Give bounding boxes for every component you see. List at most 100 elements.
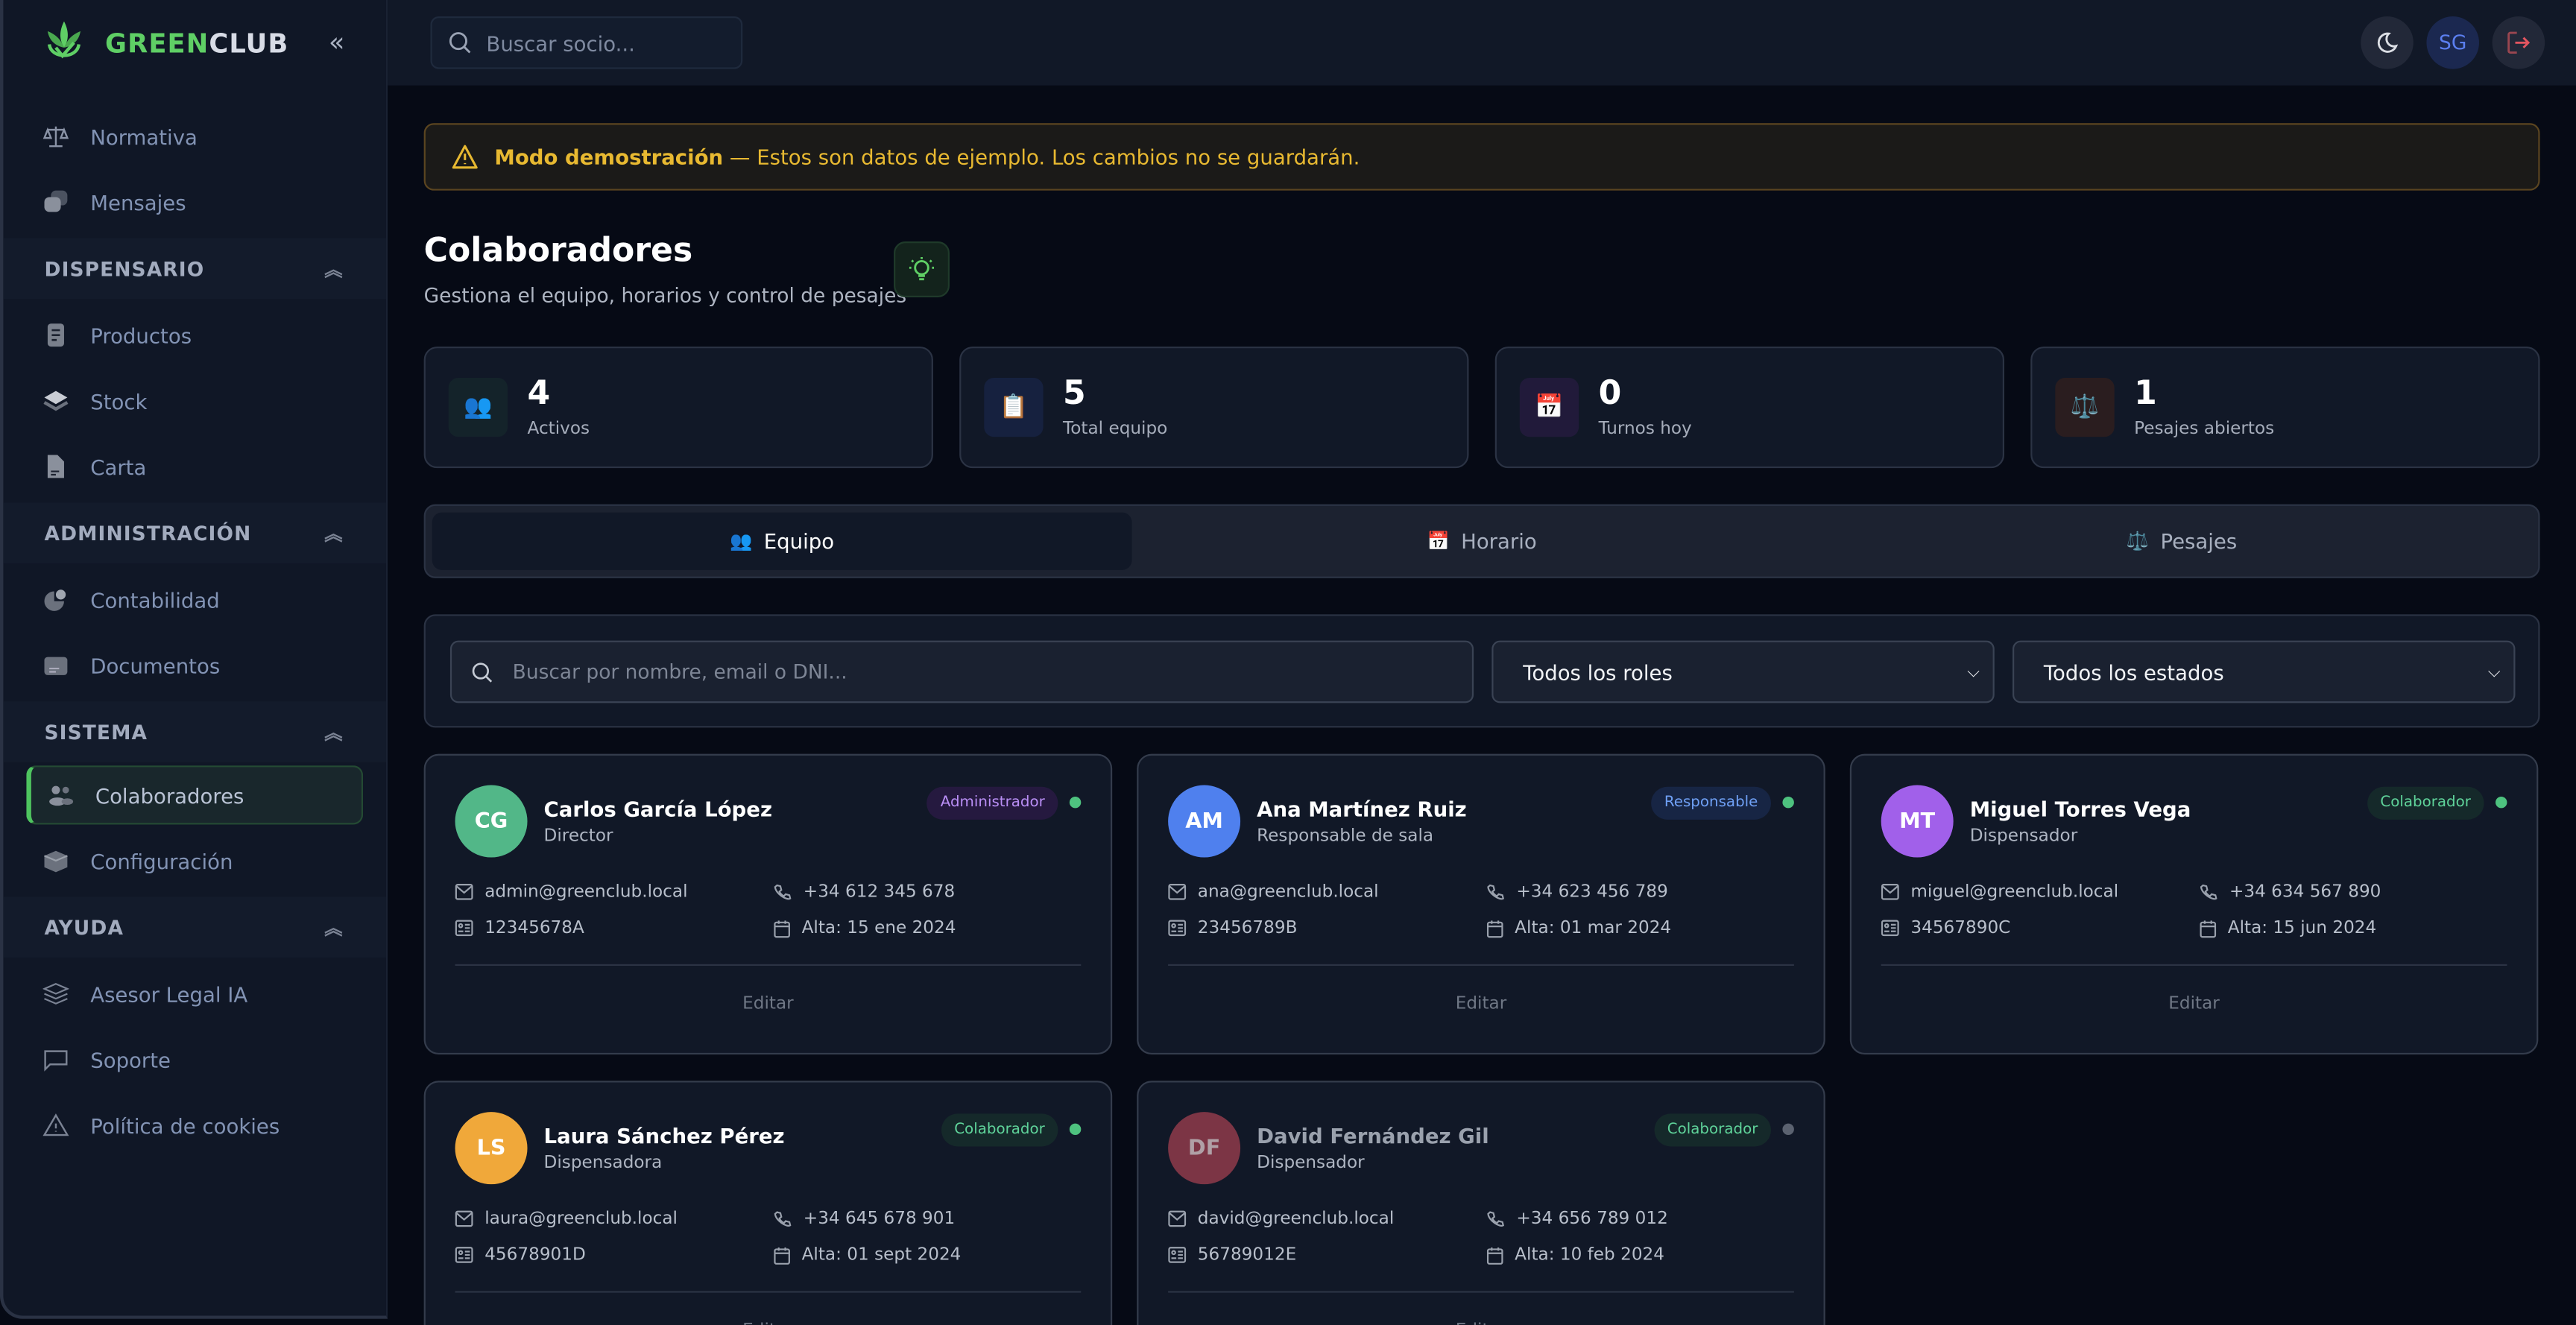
- tab-label: Equipo: [763, 528, 835, 554]
- tab-icon: 📅: [1427, 530, 1450, 552]
- page-title: Colaboradores: [423, 230, 693, 270]
- edit-button[interactable]: Editar: [2168, 993, 2220, 1013]
- avatar: AM: [1168, 785, 1241, 858]
- users-icon: [48, 782, 74, 808]
- sidebar-item-carta[interactable]: Carta: [3, 434, 386, 499]
- role-badge: Colaborador: [2367, 786, 2484, 820]
- tips-button[interactable]: [894, 241, 950, 297]
- collaborator-card: AM Ana Martínez Ruiz Responsable de sala…: [1137, 753, 1825, 1055]
- search-icon: [449, 32, 471, 54]
- stat-card: 📋 5 Total equipo: [959, 347, 1469, 469]
- dni: 23456789B: [1168, 918, 1297, 938]
- collaborator-name: Miguel Torres Vega: [1969, 796, 2191, 822]
- role-badge: Colaborador: [941, 1113, 1058, 1147]
- status-dot: [1069, 796, 1082, 809]
- sidebar-item-configuración[interactable]: Configuración: [3, 828, 386, 894]
- section-title: ADMINISTRACIÓN: [44, 521, 252, 545]
- warning-icon: [452, 145, 478, 169]
- chevron-down-icon: ⌵: [2487, 662, 2501, 681]
- sidebar-item-soporte[interactable]: Soporte: [3, 1027, 386, 1092]
- email: admin@greenclub.local: [455, 882, 688, 902]
- tab-horario[interactable]: 📅 Horario: [1132, 513, 1832, 570]
- nav-section-sistema[interactable]: SISTEMA ︽: [3, 701, 386, 762]
- role-badge: Administrador: [927, 786, 1058, 820]
- join-date: Alta: 15 ene 2024: [774, 918, 956, 938]
- stat-value: 0: [1598, 373, 1622, 413]
- theme-toggle-button[interactable]: [2361, 16, 2414, 69]
- join-date: Alta: 01 sept 2024: [774, 1245, 961, 1265]
- status-dot: [1782, 1123, 1794, 1136]
- email: ana@greenclub.local: [1168, 882, 1379, 902]
- status-select-value: Todos los estados: [2043, 659, 2224, 685]
- phone-icon: [774, 883, 792, 899]
- sidebar-item-contabilidad[interactable]: Contabilidad: [3, 566, 386, 632]
- mail-icon: [1881, 884, 1899, 900]
- tab-equipo[interactable]: 👥 Equipo: [432, 512, 1132, 570]
- avatar: LS: [455, 1112, 528, 1185]
- chevron-up-icon: ︽: [324, 259, 344, 280]
- divider: [455, 1291, 1082, 1293]
- status-dot: [1782, 796, 1794, 809]
- member-search[interactable]: [430, 16, 743, 69]
- member-search-input[interactable]: [486, 30, 716, 55]
- collapse-sidebar-button[interactable]: «: [328, 26, 345, 58]
- collaborator-search[interactable]: [449, 640, 1474, 703]
- phone: +34 645 678 901: [774, 1209, 955, 1229]
- calendar-icon: [1486, 920, 1503, 937]
- avatar: MT: [1881, 785, 1954, 858]
- sidebar-item-normativa[interactable]: Normativa: [3, 104, 386, 169]
- logo[interactable]: GREENCLUB: [42, 19, 288, 66]
- stat-label: Turnos hoy: [1598, 419, 1692, 439]
- sidebar-item-colaboradores[interactable]: Colaboradores: [26, 765, 364, 825]
- sidebar-item-documentos[interactable]: Documentos: [3, 633, 386, 698]
- edit-button[interactable]: Editar: [742, 993, 794, 1013]
- tab-pesajes[interactable]: ⚖️ Pesajes: [1832, 513, 2532, 570]
- id-card-icon: [1168, 920, 1187, 937]
- chat-bubbles-icon: [42, 189, 69, 215]
- calendar-icon: [774, 1246, 790, 1264]
- calendar-icon: [1486, 1246, 1503, 1264]
- role-badge: Responsable: [1651, 786, 1772, 820]
- stat-card: 📅 0 Turnos hoy: [1494, 347, 2005, 469]
- sidebar-item-label: Carta: [90, 454, 147, 479]
- id-card-icon: [1168, 1247, 1187, 1263]
- filters-panel: Todos los roles ⌵ Todos los estados ⌵: [423, 614, 2540, 728]
- sidebar-item-stock[interactable]: Stock: [3, 368, 386, 434]
- tab-icon: ⚖️: [2126, 530, 2150, 552]
- dni: 45678901D: [455, 1245, 586, 1265]
- edit-button[interactable]: Editar: [1455, 993, 1507, 1013]
- section-title: DISPENSARIO: [44, 256, 205, 280]
- sidebar-item-productos[interactable]: Productos: [3, 303, 386, 368]
- divider: [1168, 1291, 1794, 1293]
- divider: [455, 964, 1082, 967]
- sidebar-item-label: Soporte: [90, 1047, 171, 1072]
- cube-icon: [42, 847, 69, 873]
- join-date: Alta: 01 mar 2024: [1486, 918, 1671, 938]
- stat-icon: 👥: [448, 377, 508, 437]
- nav-section-administración[interactable]: ADMINISTRACIÓN ︽: [3, 502, 386, 564]
- nav-section-ayuda[interactable]: AYUDA ︽: [3, 896, 386, 958]
- nav-section-dispensario[interactable]: DISPENSARIO ︽: [3, 238, 386, 300]
- collaborator-position: Dispensador: [1257, 1153, 1365, 1173]
- edit-button[interactable]: Editar: [426, 1321, 1111, 1325]
- divider: [1881, 964, 2507, 967]
- role-badge: Colaborador: [1654, 1113, 1772, 1147]
- sidebar-item-política-de-cookies[interactable]: Política de cookies: [3, 1092, 386, 1158]
- status-select[interactable]: Todos los estados ⌵: [2012, 640, 2516, 703]
- logout-button[interactable]: [2492, 16, 2545, 69]
- sidebar: GREENCLUB « Normativa Mensajes DISPENSARIO…: [0, 0, 388, 1319]
- edit-button[interactable]: Editar: [1138, 1321, 1823, 1325]
- sidebar-item-asesor-legal-ia[interactable]: Asesor Legal IA: [3, 961, 386, 1026]
- phone-icon: [1487, 883, 1504, 899]
- user-avatar-button[interactable]: SG: [2426, 16, 2479, 69]
- sidebar-item-mensajes[interactable]: Mensajes: [3, 169, 386, 235]
- collaborator-search-input[interactable]: [512, 660, 1433, 683]
- id-card-icon: [1881, 920, 1899, 937]
- sidebar-item-label: Asesor Legal IA: [90, 981, 248, 1007]
- stat-value: 4: [527, 373, 551, 413]
- collaborator-position: Responsable de sala: [1257, 826, 1434, 847]
- phone-icon: [774, 1210, 792, 1226]
- tab-label: Horario: [1461, 528, 1537, 554]
- role-select[interactable]: Todos los roles ⌵: [1491, 640, 1995, 703]
- banner-text: Modo demostración — Estos son datos de e…: [494, 144, 1360, 170]
